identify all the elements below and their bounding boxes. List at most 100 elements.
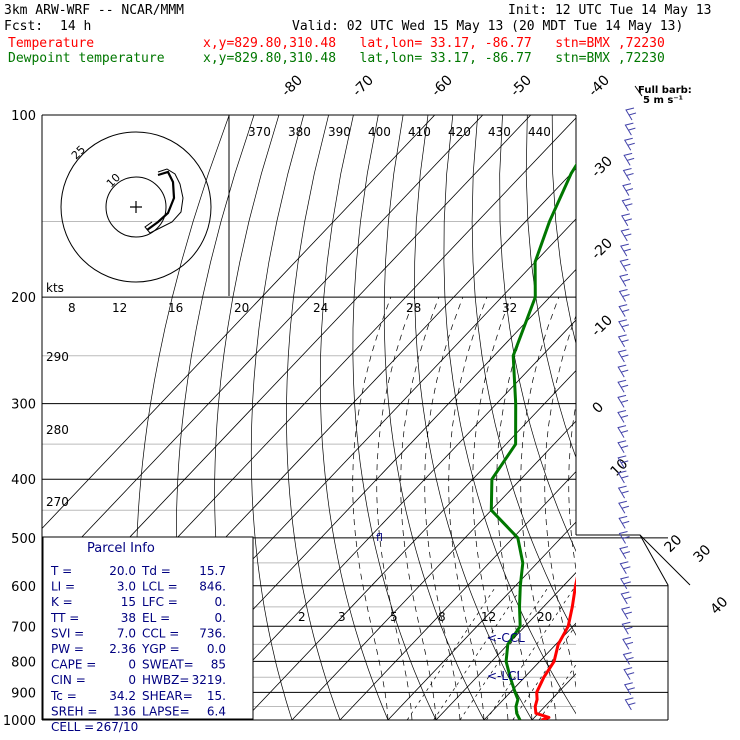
isotherm-label: -20: [589, 235, 616, 262]
isotherm-label: 0: [590, 399, 608, 417]
init-time: Init: 12 UTC Tue 14 May 13: [508, 3, 712, 18]
pressure-label-200: 200: [11, 291, 36, 306]
hodograph-trace-bold: [146, 170, 176, 231]
wind-barb: [623, 137, 635, 151]
moist-adiabat: [448, 296, 488, 720]
barb-legend-line2: 5 m s⁻¹: [643, 95, 683, 106]
wind-barb: [619, 561, 631, 575]
pressure-label-300: 300: [11, 398, 36, 413]
dry-adiabat: [250, 115, 305, 720]
moist-adiabat: [568, 401, 576, 572]
mixing-ratio-label: 16: [168, 301, 183, 315]
pressure-label-900: 900: [11, 686, 36, 701]
wind-barb: [617, 364, 629, 378]
parcel-row-value: 136: [113, 704, 136, 718]
mixing-ratio-line: [406, 585, 497, 720]
wind-barb: [618, 289, 630, 302]
barb-legend-sample: [634, 85, 643, 97]
wind-barb: [623, 152, 635, 166]
wind-barb: [618, 319, 630, 333]
isotherm: [42, 115, 484, 580]
isotherm-label: 30: [691, 542, 715, 566]
wind-barb: [622, 183, 634, 196]
parcel-row-label: LI =: [51, 580, 75, 594]
wind-barb: [621, 606, 632, 620]
dry-adiabat: [701, 115, 740, 720]
parcel-row-label: SREH =: [51, 704, 97, 718]
dry-adiabat: [627, 115, 740, 720]
theta-label: 410: [408, 125, 431, 139]
dry-adiabat: [319, 115, 389, 720]
isotherm: [676, 115, 740, 720]
mixing-ratio-line: [459, 585, 550, 720]
isotherm-label: -10: [589, 312, 616, 339]
hodograph-ring-label: 10: [104, 171, 123, 190]
dry-adiabat: [443, 115, 576, 715]
wind-barb: [618, 500, 630, 514]
theta-label: 370: [248, 125, 271, 139]
parcel-row-value: 34.2: [109, 689, 136, 703]
dry-adiabat: [676, 115, 740, 720]
wind-barb: [624, 697, 636, 711]
parcel-row-value: 3.0: [117, 580, 136, 594]
wind-column-diag: [639, 534, 691, 586]
theta-label: 440: [528, 125, 551, 139]
wind-barb: [617, 470, 629, 484]
legend-temperature-loc: x,y=829.80,310.48 lat,lon= 33.17, -86.77…: [203, 36, 665, 51]
parcel-info-title: Parcel Info: [87, 541, 155, 556]
ccl-marker: <-CCL: [487, 631, 525, 645]
isotherm-label: -30: [589, 153, 616, 180]
pressure-label-1000: 1000: [3, 714, 36, 729]
mixing-ratio-label: 12: [481, 610, 496, 624]
valid-time: Valid: 02 UTC Wed 15 May 13 (20 MDT Tue …: [292, 19, 684, 34]
theta-e-label: 280: [46, 423, 69, 437]
parcel-row-label: CELL =: [51, 720, 94, 734]
wind-barb: [617, 394, 629, 408]
parcel-row-value: 0.: [215, 611, 226, 625]
dry-adiabat: [551, 115, 576, 346]
legend-dewpoint-loc: x,y=829.80,310.48 lat,lon= 33.17, -86.77…: [203, 51, 665, 66]
wind-barb: [624, 122, 636, 136]
mixing-ratio-label: 32: [502, 301, 517, 315]
mixing-ratio-label: 24: [313, 301, 328, 315]
wind-barb: [617, 334, 629, 348]
isotherm: [291, 420, 576, 720]
parcel-row-label: LAPSE=: [142, 704, 190, 718]
mixing-ratio-label: 28: [406, 301, 421, 315]
parcel-row-label: SHEAR=: [142, 689, 193, 703]
wind-barb: [617, 440, 629, 454]
wind-barb: [618, 531, 630, 544]
mixing-ratio-label: 8: [68, 301, 76, 315]
moist-adiabat: [520, 296, 560, 720]
theta-label: 420: [448, 125, 471, 139]
parcel-row-value: 0: [128, 673, 136, 687]
parcel-row-value: 3219.: [192, 673, 226, 687]
parcel-row-value: 0.: [215, 595, 226, 609]
theta-label: 400: [368, 125, 391, 139]
parcel-row-value: 736.: [199, 626, 226, 640]
wind-barb: [617, 455, 629, 469]
wind-barb: [620, 591, 632, 605]
wind-barb: [617, 349, 629, 363]
isotherm-label: 20: [662, 532, 686, 556]
parcel-row-label: EL =: [142, 611, 170, 625]
wind-barb: [617, 379, 629, 393]
wind-barb: [625, 107, 637, 121]
isotherm: [531, 673, 576, 720]
mixing-ratio-line: [433, 585, 523, 720]
moist-adiabat: [544, 314, 576, 689]
parcel-row-value: 20.0: [109, 564, 136, 578]
moist-adiabat: [400, 296, 440, 720]
hodograph-ring-outer: [60, 131, 212, 283]
mixing-ratio-label: 2: [298, 610, 306, 624]
hodograph-unit: kts: [46, 281, 64, 295]
parcel-row-value: 15.7: [199, 564, 226, 578]
isotherm-label: -60: [429, 72, 456, 99]
fcst-value: 14 h: [60, 19, 92, 34]
theta-e-label: 270: [46, 495, 69, 509]
mixing-ratio-label: 20: [234, 301, 249, 315]
parcel-row-label: CIN =: [51, 673, 86, 687]
mixing-ratio-label: 20: [537, 610, 552, 624]
barb-legend-line1: Full barb:: [638, 85, 692, 96]
isotherm-label: -40: [586, 72, 613, 99]
